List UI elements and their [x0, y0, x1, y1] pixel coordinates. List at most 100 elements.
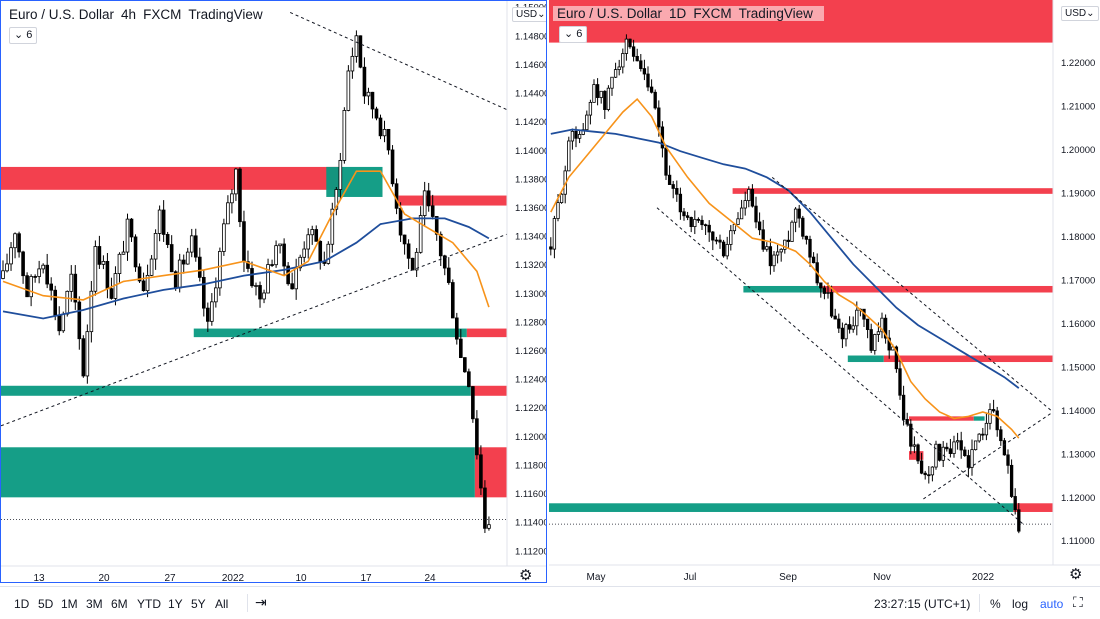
clock-readout[interactable]: 23:27:15 (UTC+1) — [874, 597, 971, 611]
resistance-zone — [732, 188, 1053, 194]
resistance-zone — [883, 355, 1053, 363]
candle-body — [117, 253, 122, 274]
candle-body — [101, 260, 106, 265]
candle-body — [29, 276, 33, 298]
candle-body — [121, 251, 126, 255]
price-tick-label: 1.11200 — [515, 546, 547, 557]
candle-body — [711, 231, 715, 241]
trend-line — [1, 233, 508, 427]
candle-body — [757, 221, 762, 231]
candle-body — [475, 418, 479, 456]
candle-body — [1, 270, 5, 279]
range-1y-button[interactable]: 1Y — [168, 597, 183, 611]
price-tick-label: 1.14000 — [1061, 406, 1095, 417]
fullscreen-icon[interactable]: ⛶ — [1073, 594, 1083, 610]
candle-body — [901, 394, 906, 420]
bottom-toolbar: 1D 5D 1M 3M 6M YTD 1Y 5Y All ⇥ 23:27:15 … — [0, 586, 1100, 619]
price-tick-label: 1.11000 — [1061, 536, 1095, 547]
range-ytd-button[interactable]: YTD — [137, 597, 161, 611]
gear-icon[interactable]: ⚙ — [1069, 566, 1083, 583]
chart-canvas-4h[interactable]: 1.14800 1.14600 1.14400 1.14200 1.14000 1.138… — [1, 1, 547, 583]
symbol-legend[interactable]: Euro / U.S. Dollar 1D FXCM TradingView — [553, 6, 824, 21]
currency-selector[interactable]: USD⌄ — [1061, 6, 1099, 21]
candle-body — [57, 314, 62, 332]
log-toggle[interactable]: log — [1012, 597, 1029, 611]
candle-body — [386, 128, 391, 151]
candle-body — [707, 224, 711, 233]
percent-toggle[interactable]: % — [990, 597, 1001, 611]
candle-body — [574, 130, 578, 139]
price-tick-label: 1.14000 — [515, 146, 547, 157]
range-1d-button[interactable]: 1D — [14, 597, 30, 611]
candle-body — [941, 446, 945, 461]
chart-canvas-1d[interactable]: 1.22000 1.21000 1.20000 1.19000 1.18000 1.170… — [549, 0, 1100, 583]
symbol-legend[interactable]: Euro / U.S. Dollar 4h FXCM TradingView — [9, 7, 270, 22]
candle-body — [338, 160, 343, 190]
candle-body — [685, 215, 690, 218]
candle-body — [306, 234, 311, 250]
candle-body — [234, 168, 238, 195]
candle-body — [226, 202, 230, 225]
candle-body — [1006, 454, 1010, 466]
candle-body — [786, 239, 791, 242]
candle-body — [725, 244, 729, 257]
candle-body — [811, 256, 816, 264]
candle-body — [193, 235, 198, 258]
price-tick-label: 1.22000 — [1061, 58, 1095, 69]
auto-scale-toggle[interactable]: auto — [1040, 597, 1064, 611]
candle-body — [149, 258, 154, 276]
candle-body — [977, 433, 981, 442]
candle-body — [779, 248, 783, 253]
range-5d-button[interactable]: 5D — [38, 597, 54, 611]
candle-body — [342, 110, 347, 161]
candle-body — [302, 248, 307, 258]
currency-selector[interactable]: USD⌄ — [512, 7, 546, 22]
date-range-icon[interactable]: ⇥ — [255, 594, 267, 610]
chevron-down-icon: ⌄ — [14, 29, 24, 41]
range-6m-button[interactable]: 6M — [111, 597, 128, 611]
price-tick-label: 1.13400 — [515, 232, 547, 243]
toolbar-divider — [979, 594, 980, 612]
candle-body — [137, 266, 142, 282]
candle-body — [628, 38, 632, 48]
chart-pane-1d[interactable]: 1.22000 1.21000 1.20000 1.19000 1.18000 1.170… — [549, 0, 1100, 583]
candle-body — [414, 251, 419, 271]
candle-body — [37, 268, 41, 277]
candle-body — [362, 66, 367, 97]
candle-body — [581, 129, 585, 135]
candle-body — [808, 238, 812, 258]
fast-moving-average-line — [2, 170, 490, 308]
range-3m-button[interactable]: 3M — [86, 597, 103, 611]
chart-pane-4h[interactable]: 1.14800 1.14600 1.14400 1.14200 1.14000 1.138… — [0, 0, 547, 583]
legend-exchange: FXCM — [693, 6, 732, 21]
candle-body — [768, 246, 773, 267]
candle-body — [471, 386, 475, 420]
candle-body — [613, 69, 618, 78]
range-5y-button[interactable]: 5Y — [191, 597, 206, 611]
candle-body — [783, 239, 787, 250]
candle-body — [945, 446, 949, 450]
candle-body — [442, 255, 447, 269]
candle-body — [837, 318, 841, 329]
badge-count: 6 — [26, 29, 33, 41]
price-axis-bg — [507, 1, 546, 582]
candle-body — [675, 188, 679, 195]
candle-body — [678, 193, 683, 213]
candle-body — [829, 292, 834, 317]
range-1m-button[interactable]: 1M — [61, 597, 78, 611]
candle-body — [671, 184, 675, 189]
candle-body — [210, 301, 214, 322]
support-zone — [549, 503, 1014, 512]
candle-body — [418, 215, 423, 253]
indicator-count-badge[interactable]: ⌄ 6 — [9, 27, 38, 44]
candle-body — [635, 55, 639, 62]
currency-label: USD — [1065, 8, 1087, 19]
indicator-count-badge[interactable]: ⌄ 6 — [559, 26, 588, 43]
time-tick-label: Jul — [684, 572, 697, 583]
candle-body — [883, 317, 888, 339]
legend-interval: 4h — [121, 7, 137, 22]
range-all-button[interactable]: All — [215, 597, 229, 611]
price-tick-label: 1.19000 — [1061, 189, 1095, 200]
candle-body — [988, 409, 992, 424]
gear-icon[interactable]: ⚙ — [519, 567, 533, 583]
